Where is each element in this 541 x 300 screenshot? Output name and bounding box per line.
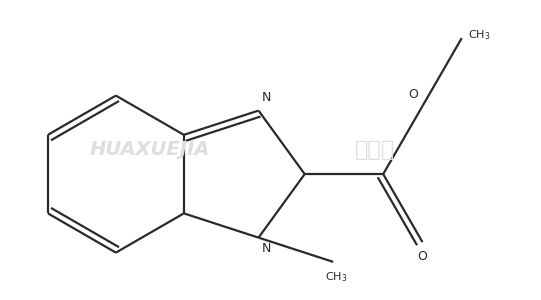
Text: HUAXUEJIA: HUAXUEJIA	[90, 140, 210, 160]
Text: CH$_3$: CH$_3$	[325, 270, 348, 283]
Text: CH$_3$: CH$_3$	[468, 28, 491, 42]
Text: O: O	[408, 88, 419, 101]
Text: N: N	[262, 91, 271, 104]
Text: O: O	[418, 250, 427, 263]
Text: 化学加: 化学加	[355, 140, 395, 160]
Text: N: N	[262, 242, 271, 255]
